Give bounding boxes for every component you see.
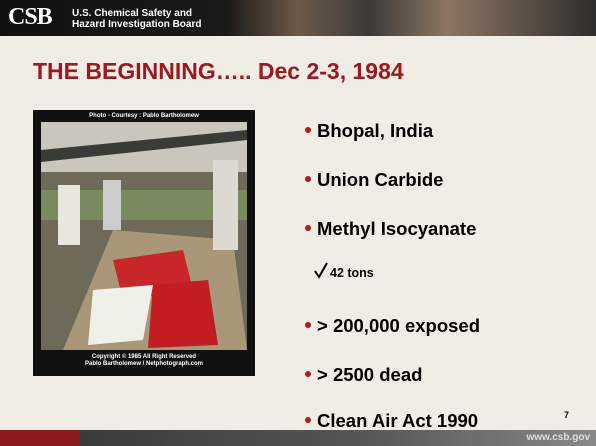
agency-name: U.S. Chemical Safety and Hazard Investig… xyxy=(72,8,201,30)
page-number: 7 xyxy=(564,410,569,420)
photo-image xyxy=(33,110,255,376)
sub-bullet: 42 tons xyxy=(330,266,374,280)
slide: CSB U.S. Chemical Safety and Hazard Inve… xyxy=(0,0,596,446)
footer-accent xyxy=(0,430,80,446)
bullet: Bhopal, India xyxy=(305,120,433,142)
agency-line: U.S. Chemical Safety and xyxy=(72,8,201,19)
check-mark xyxy=(314,262,328,280)
photo: Photo - Courtesy : Pablo Bartholomew Cop… xyxy=(33,110,255,376)
logo: CSB xyxy=(8,4,52,31)
photo-copyright: Copyright © 1985 All Right Reserved xyxy=(33,354,255,361)
header-bar: CSB U.S. Chemical Safety and Hazard Inve… xyxy=(0,0,596,36)
photo-copyright: Pablo Bartholomew / Netphotograph.com xyxy=(33,361,255,368)
bullet: Union Carbide xyxy=(305,169,443,191)
slide-title: THE BEGINNING….. Dec 2-3, 1984 xyxy=(33,58,404,85)
footer-url: www.csb.gov xyxy=(526,432,590,443)
footer-bar: www.csb.gov xyxy=(0,430,596,446)
bullet: Methyl Isocyanate xyxy=(305,218,476,240)
bullet: > 200,000 exposed xyxy=(305,315,480,337)
bullet: Clean Air Act 1990 xyxy=(305,410,478,432)
photo-credit: Photo - Courtesy : Pablo Bartholomew xyxy=(33,113,255,120)
agency-line: Hazard Investigation Board xyxy=(72,19,201,30)
bullet: > 2500 dead xyxy=(305,364,422,386)
